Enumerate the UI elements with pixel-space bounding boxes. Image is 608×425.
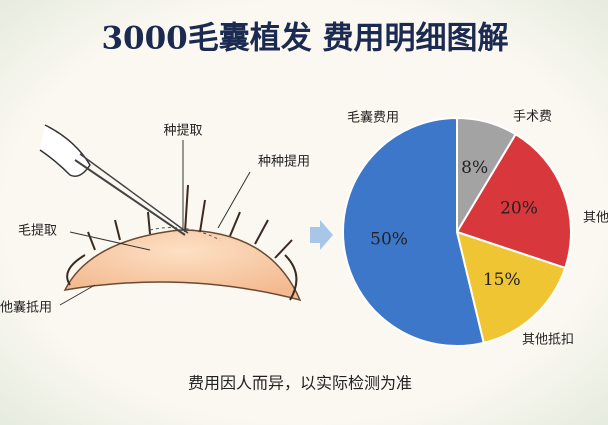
annotation: 种种提用 — [258, 154, 310, 170]
annotation: 他囊抵用 — [0, 300, 52, 316]
category-label: 其他抵扣 — [522, 333, 574, 348]
annotation: 种提取 — [163, 123, 202, 139]
value-label: 20% — [500, 199, 538, 219]
arrow — [310, 220, 333, 250]
pie-slice — [342, 116, 485, 347]
head-illustration — [39, 124, 302, 306]
category-label: 手术费 — [513, 110, 552, 125]
category-label: 毛囊费用 — [347, 110, 399, 126]
value-label: 8% — [461, 158, 488, 178]
footnote: 费用因人而异，以实际检测为准 — [188, 374, 412, 393]
value-label: 15% — [483, 270, 521, 290]
title: 3000毛囊植发 费用明细图解 — [101, 21, 508, 57]
category-label: 其他 — [583, 211, 608, 226]
annotation: 毛提取 — [18, 223, 57, 239]
pie-slice — [455, 230, 567, 345]
pie: 8% 手术费 20% 其他 15% 其他抵扣 50% 毛囊费用 — [342, 110, 608, 348]
pie-slice — [455, 132, 572, 270]
value-label: 50% — [370, 230, 408, 250]
